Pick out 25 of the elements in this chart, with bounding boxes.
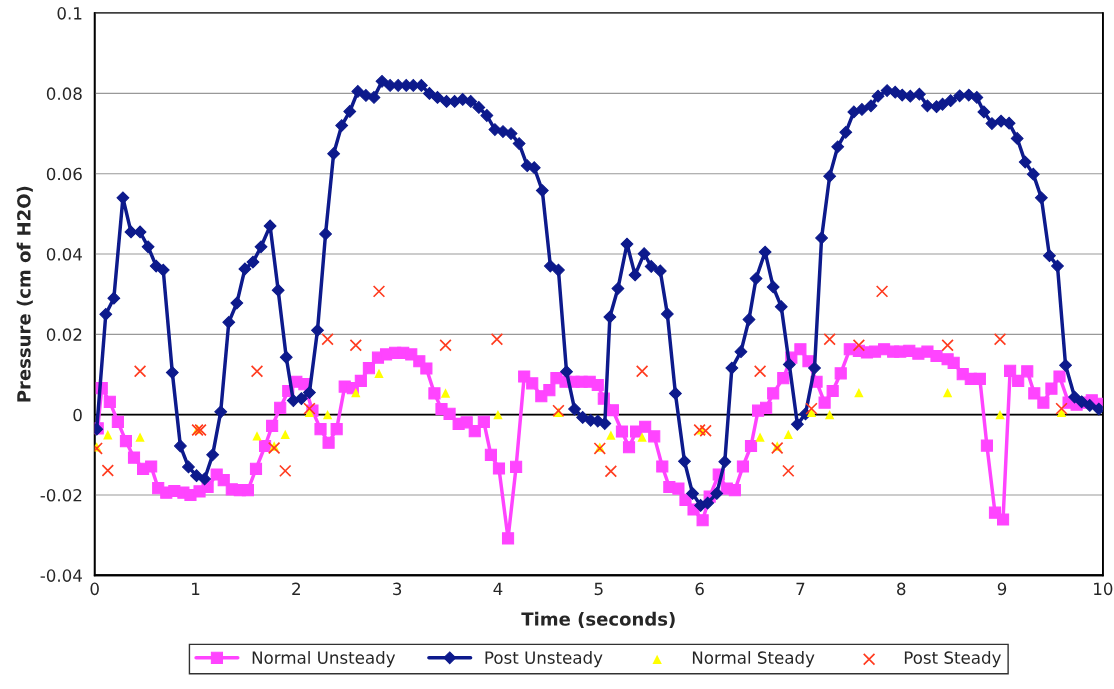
legend-label: Post Unsteady: [485, 651, 603, 668]
y-tick-label: 0: [73, 408, 82, 422]
x-tick-label: 9: [997, 582, 1007, 596]
x-tick-label: 5: [594, 582, 603, 596]
x-tick-label: 10: [1094, 582, 1113, 596]
y-tick-label: 0.08: [46, 87, 82, 100]
x-tick-label: 8: [897, 582, 906, 596]
x-axis-title: Time (seconds): [521, 611, 675, 628]
y-tick-label: 0.02: [46, 328, 82, 341]
x-tick-label: 2: [292, 582, 300, 595]
x-tick-label: 3: [393, 582, 402, 596]
x-tick-label: 1: [192, 582, 200, 595]
y-axis-title: Pressure (cm of H2O): [16, 186, 33, 402]
legend-label: Normal Unsteady: [252, 651, 396, 668]
y-tick-label: 0.1: [57, 7, 82, 20]
legend-label: Normal Steady: [692, 651, 815, 668]
y-tick-label: 0.04: [46, 248, 82, 261]
y-tick-label: 0.06: [46, 167, 82, 181]
x-tick-label: 6: [695, 582, 704, 596]
x-tick-label: 4: [493, 582, 503, 595]
x-tick-label: 0: [90, 582, 99, 596]
legend-label: Post Steady: [904, 651, 1001, 668]
y-tick-label: -0.02: [40, 488, 82, 502]
y-tick-label: -0.04: [40, 569, 82, 582]
x-tick-label: 7: [796, 582, 805, 595]
